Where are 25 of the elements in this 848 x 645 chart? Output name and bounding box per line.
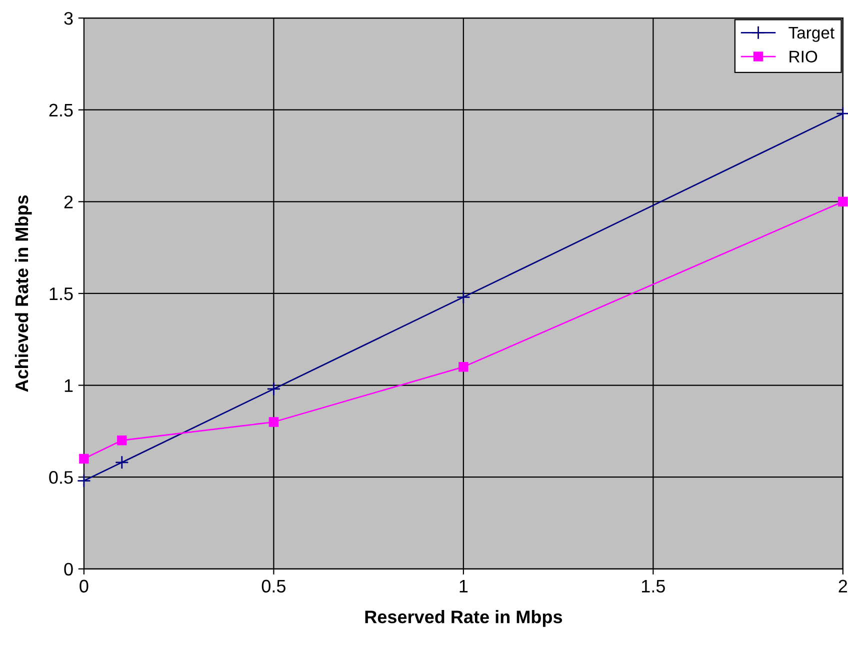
point xyxy=(117,436,127,446)
point xyxy=(456,290,470,304)
y-tick-label: 3 xyxy=(64,12,73,25)
y-axis-title: Achieved Rate in Mbps xyxy=(14,195,32,392)
x-tick-label: 2 xyxy=(838,580,848,592)
point xyxy=(458,362,468,372)
point xyxy=(838,196,848,207)
x-axis-title: Reserved Rate in Mbps xyxy=(365,610,562,627)
point xyxy=(114,455,129,470)
x-tick-label: 0 xyxy=(80,580,88,593)
point xyxy=(77,474,91,488)
y-tick-label: 0.5 xyxy=(49,471,73,484)
y-tick-label: 2 xyxy=(64,196,73,208)
y-tick-label: 0 xyxy=(64,562,73,576)
y-tick-label: 1 xyxy=(64,379,73,392)
x-tick-label: 1 xyxy=(460,580,468,592)
point xyxy=(266,382,281,396)
legend-label: RIO xyxy=(790,50,818,63)
x-tick-label: 1.5 xyxy=(642,580,665,593)
x-tick-label: 0.5 xyxy=(262,580,286,593)
legend-label: Target xyxy=(788,27,834,42)
y-tick-label: 2.5 xyxy=(49,104,73,117)
point xyxy=(268,417,279,427)
point xyxy=(79,454,89,464)
y-tick-label: 1.5 xyxy=(50,288,73,300)
